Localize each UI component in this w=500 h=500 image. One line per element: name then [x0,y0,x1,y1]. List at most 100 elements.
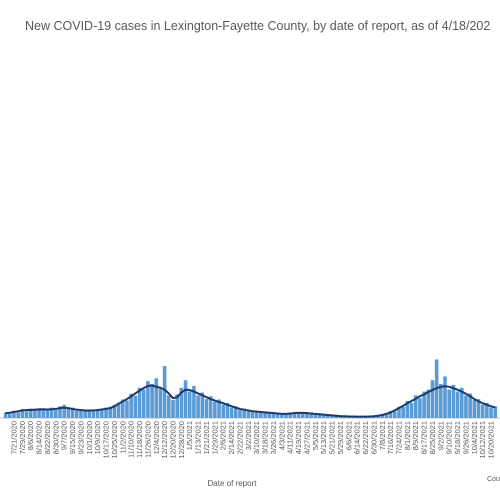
bar [3,412,8,418]
x-tick-label: 2/22/2021 [235,421,244,454]
bar [443,376,447,418]
bar [125,400,129,418]
x-tick-label: 10/9/2020 [93,421,102,454]
x-tick-label: 10/1/2020 [85,421,94,454]
bar [485,402,489,418]
bar [20,408,25,418]
bar [401,407,405,418]
bar [45,410,50,418]
bar [313,413,318,418]
bar [388,411,393,418]
bar [250,410,255,418]
x-tick-label: 6/30/2021 [369,421,378,454]
bar [87,409,92,418]
x-tick-label: 1/13/2021 [194,421,203,454]
bar [41,409,46,418]
bar [422,391,426,418]
bar [91,411,96,418]
bar [95,408,100,418]
bar [472,400,477,418]
x-tick-label: 9/2/2021 [436,421,445,450]
bar [225,402,230,418]
bar [326,415,330,418]
x-tick-label: 8/6/2020 [26,421,35,450]
bar [300,413,305,418]
x-tick-label: 8/17/2021 [420,421,429,454]
bar [58,406,62,418]
bar [405,400,410,418]
bar [380,414,385,418]
x-tick-label: 4/19/2021 [294,421,303,454]
bar [280,414,284,418]
bar [305,412,309,418]
bar [263,413,267,418]
bar [489,407,493,418]
bar [439,383,443,418]
bar [49,407,54,418]
bar [187,391,192,418]
bar [426,389,431,418]
bar [137,387,142,418]
x-tick-label: 9/15/2020 [68,421,77,454]
x-tick-label: 3/18/2021 [261,421,270,454]
x-tick-label: 4/11/2021 [286,421,295,454]
x-tick-label: 8/14/2020 [35,421,44,454]
x-tick-label: 11/18/2020 [135,421,144,458]
bar [66,408,71,418]
x-tick-label: 8/22/2020 [43,421,52,454]
x-tick-label: 5/5/2021 [311,421,320,450]
bar [254,412,259,418]
x-tick-label: 8/30/2020 [51,421,60,454]
bar [54,409,58,418]
bar [321,414,326,418]
bar [33,410,37,418]
bar [200,392,205,418]
x-tick-label: 10/17/2020 [102,421,111,459]
bar [246,411,251,418]
x-tick-label: 2/14/2021 [227,421,236,454]
bar [37,408,41,418]
bar [150,383,154,418]
bar [271,413,276,418]
bar [418,398,422,418]
bar [24,411,29,418]
bar [112,404,117,418]
x-tick-label: 7/24/2021 [394,421,403,454]
bar [397,406,401,418]
bar [204,399,209,418]
x-tick-label: 8/25/2021 [428,421,437,454]
x-tick-label: 2/6/2021 [219,421,228,450]
bar [229,407,234,418]
bar [455,391,460,418]
bar [296,411,301,418]
bar [171,400,175,418]
x-tick-label: 7/16/2021 [386,421,395,454]
chart-title: New COVID-19 cases in Lexington-Fayette … [25,19,490,33]
x-tick-label: 11/2/2020 [118,421,127,454]
x-tick-label: 12/4/2020 [152,421,161,454]
bar [7,413,12,418]
bar [233,406,238,418]
bar [196,395,200,418]
x-tick-label: 12/12/2020 [160,421,169,459]
x-tick-label: 10/25/2020 [110,421,119,459]
bar [213,401,217,418]
x-tick-label: 9/23/2020 [76,421,85,454]
bar [162,366,167,418]
bar [158,388,163,418]
x-tick-label: 6/22/2021 [361,421,370,454]
x-tick-label: 6/6/2021 [344,421,353,450]
bar [28,408,33,418]
bar [175,394,179,418]
x-tick-label: 12/20/2020 [169,421,178,459]
x-tick-label: 3/2/2021 [244,421,253,450]
bar [217,399,221,418]
x-tick-label: 10/4/2021 [470,421,479,454]
bar [167,395,171,418]
bar [292,413,297,418]
bar [208,396,213,418]
bar [238,410,242,418]
bar [12,410,16,418]
bar [447,389,452,418]
x-tick-label: 9/10/2021 [445,421,454,454]
